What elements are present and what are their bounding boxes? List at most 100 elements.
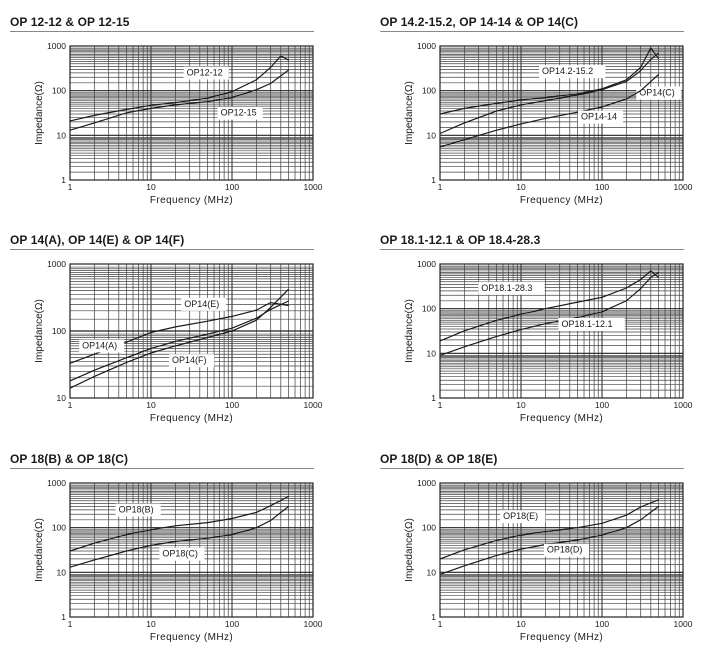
y-tick-label: 10: [427, 567, 437, 577]
y-tick-label: 1: [431, 393, 436, 403]
x-tick-label: 1000: [674, 400, 693, 410]
x-tick-label: 1000: [304, 400, 323, 410]
x-tick-label: 1000: [674, 619, 693, 629]
series-line: [69, 55, 289, 122]
x-axis-label: Frequency (MHz): [150, 413, 233, 424]
x-tick-label: 1: [68, 619, 73, 629]
chart-panel-op14-aef: OP 14(A), OP 14(E) & OP 14(F) 1 10 100 1000…: [10, 233, 323, 428]
title-divider: [380, 31, 684, 32]
chart-title: OP 14.2-15.2, OP 14-14 & OP 14(C): [380, 15, 579, 29]
series-line: [439, 271, 659, 356]
series-line: [439, 499, 659, 560]
plot-frame: [439, 45, 684, 181]
x-tick-label: 10: [516, 619, 526, 629]
series-line: [69, 69, 289, 131]
x-tick-label: 1: [438, 182, 443, 192]
y-tick-label: 10: [57, 393, 67, 403]
x-tick-label: 10: [516, 400, 526, 410]
x-tick-label: 100: [225, 619, 239, 629]
series-label-bg: [79, 339, 125, 353]
series-label: OP18.1-12.1: [562, 319, 613, 329]
series-label: OP14-14: [581, 112, 617, 122]
x-tick-label: 100: [595, 182, 609, 192]
plot-frame: [439, 263, 684, 399]
series-label-bg: [217, 106, 263, 120]
title-divider: [10, 31, 314, 32]
series-line: [439, 74, 660, 148]
x-tick-label: 10: [146, 182, 156, 192]
y-tick-label: 100: [52, 523, 66, 533]
y-tick-label: 10: [427, 348, 437, 358]
x-tick-label: 100: [595, 400, 609, 410]
chart-panel-op18-de: OP 18(D) & OP 18(E) 1 10 100 1000 1 10 100 1000…: [380, 452, 693, 647]
x-tick-label: 1000: [304, 619, 323, 629]
series-label-bg: [543, 543, 590, 557]
chart-panel-op18-bc: OP 18(B) & OP 18(C) 1 10 100 1000 1 10 100 1000…: [10, 452, 323, 647]
series-label-bg: [478, 281, 545, 295]
x-axis-label: Frequency (MHz): [150, 195, 233, 206]
series-label-bg: [159, 547, 205, 561]
plot-frame: [439, 482, 684, 618]
y-tick-label: 10: [427, 130, 437, 140]
chart-title: OP 18.1-12.1 & OP 18.4-28.3: [380, 233, 541, 247]
series-line: [69, 495, 289, 552]
y-tick-label: 1000: [47, 41, 66, 51]
x-tick-label: 1000: [304, 182, 323, 192]
series-label: OP18(D): [547, 545, 583, 555]
x-axis-label: Frequency (MHz): [520, 632, 603, 643]
y-tick-label: 100: [422, 86, 436, 96]
x-tick-label: 100: [595, 619, 609, 629]
x-tick-label: 1: [68, 182, 73, 192]
chart-title: OP 18(B) & OP 18(C): [10, 452, 129, 466]
series-label: OP18(C): [162, 549, 198, 559]
series-label: OP14(A): [82, 340, 117, 350]
y-axis-label: Impedance(Ω): [404, 81, 415, 145]
series-label: OP18(E): [503, 511, 538, 521]
x-tick-label: 1: [438, 619, 443, 629]
y-tick-label: 1000: [47, 259, 66, 269]
series-label: OP18(B): [119, 504, 154, 514]
chart-panel-op12: OP 12-12 & OP 12-15 1 10 100 1000 1 10 100 1000…: [10, 15, 323, 210]
y-tick-label: 100: [52, 326, 66, 336]
x-tick-label: 1: [438, 400, 443, 410]
impedance-chart: 1 10 100 1000 1 10 100 1000 Frequency (MHz) Imped…: [404, 259, 693, 424]
impedance-chart: 1 10 100 1000 1 10 100 1000 Frequency (MHz) Imped…: [34, 478, 323, 643]
series-label-bg: [169, 354, 215, 368]
y-tick-label: 1000: [47, 478, 66, 488]
y-tick-label: 100: [422, 523, 436, 533]
series-line: [439, 52, 659, 135]
series-label: OP12-12: [187, 67, 223, 77]
series-line: [439, 46, 660, 115]
y-axis-label: Impedance(Ω): [404, 299, 415, 363]
chart-title: OP 14(A), OP 14(E) & OP 14(F): [10, 233, 185, 247]
chart-panel-op18-1: OP 18.1-12.1 & OP 18.4-28.3 1 10 100 1000 1 1…: [380, 233, 693, 428]
chart-title: OP 18(D) & OP 18(E): [380, 452, 498, 466]
x-tick-label: 10: [516, 182, 526, 192]
impedance-chart: 1 10 100 1000 1 10 100 1000 Frequency (MHz) Imped…: [404, 478, 693, 643]
y-axis-label: Impedance(Ω): [404, 518, 415, 582]
series-label-bg: [183, 66, 229, 80]
series-line: [439, 505, 659, 575]
series-label: OP12-15: [221, 108, 257, 118]
plot-frame: [69, 482, 314, 618]
series-label: OP14(E): [184, 299, 219, 309]
y-axis-label: Impedance(Ω): [34, 299, 45, 363]
series-line: [439, 270, 659, 342]
x-tick-label: 100: [225, 182, 239, 192]
series-label-bg: [636, 86, 682, 100]
series-label-bg: [539, 65, 606, 79]
y-axis-label: Impedance(Ω): [34, 518, 45, 582]
y-tick-label: 100: [52, 86, 66, 96]
series-label-bg: [558, 317, 625, 331]
x-axis-label: Frequency (MHz): [520, 195, 603, 206]
x-tick-label: 10: [146, 400, 156, 410]
series-label-bg: [115, 503, 161, 517]
title-divider: [10, 468, 314, 469]
x-tick-label: 10: [146, 619, 156, 629]
y-tick-label: 1000: [417, 478, 436, 488]
y-axis-label: Impedance(Ω): [34, 81, 45, 145]
plot-frame: [69, 45, 314, 181]
y-tick-label: 1: [61, 175, 66, 185]
x-tick-label: 1000: [674, 182, 693, 192]
